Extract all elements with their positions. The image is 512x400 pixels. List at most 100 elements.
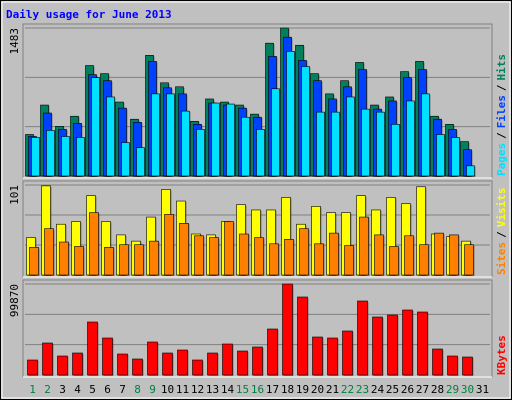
legend-entry: Files xyxy=(495,95,508,128)
bar xyxy=(42,342,53,376)
x-tick-label: 5 xyxy=(89,383,96,396)
bar xyxy=(421,93,430,177)
bar xyxy=(194,235,204,276)
bar xyxy=(402,309,413,376)
y-tick-label: 99870 xyxy=(8,284,21,317)
x-tick-label: 21 xyxy=(326,383,339,396)
bar xyxy=(387,314,398,376)
bar xyxy=(72,352,83,376)
x-tick-label: 20 xyxy=(311,383,324,396)
x-tick-label: 13 xyxy=(206,383,219,396)
bar xyxy=(207,352,218,376)
bar xyxy=(299,228,309,276)
bar xyxy=(331,111,340,177)
bar xyxy=(417,311,428,376)
bar xyxy=(344,245,354,276)
bar xyxy=(449,234,459,276)
bar xyxy=(196,129,205,177)
y-tick-label: 101 xyxy=(8,185,21,205)
bar xyxy=(466,165,475,177)
bar xyxy=(432,348,443,376)
bar xyxy=(267,328,278,376)
bar xyxy=(316,111,325,177)
x-tick-label: 8 xyxy=(134,383,141,396)
x-tick-label: 24 xyxy=(371,383,385,396)
x-tick-label: 14 xyxy=(221,383,235,396)
bar xyxy=(419,244,429,276)
x-tick-label: 4 xyxy=(74,383,81,396)
bar xyxy=(361,108,370,177)
x-tick-label: 15 xyxy=(236,383,249,396)
x-tick-label: 27 xyxy=(416,383,429,396)
bar xyxy=(342,330,353,376)
bar xyxy=(269,243,279,276)
bar xyxy=(376,111,385,177)
x-tick-label: 17 xyxy=(266,383,279,396)
bar xyxy=(179,223,189,276)
bar xyxy=(224,221,234,276)
bar xyxy=(434,232,444,276)
bar xyxy=(284,239,294,276)
bar xyxy=(239,233,249,276)
legend-entry: Hits xyxy=(495,54,508,81)
bar xyxy=(282,283,293,376)
bar xyxy=(59,241,69,276)
x-tick-label: 30 xyxy=(461,383,474,396)
bar xyxy=(106,96,115,177)
x-tick-label: 28 xyxy=(431,383,444,396)
bar xyxy=(451,137,460,177)
bar xyxy=(151,93,160,177)
legend-entry: Sites xyxy=(495,242,508,275)
legend-entry: KBytes xyxy=(495,335,508,375)
bar xyxy=(162,352,173,376)
bar xyxy=(134,244,144,276)
chart-title: Daily usage for June 2013 xyxy=(6,8,172,21)
x-tick-label: 12 xyxy=(191,383,204,396)
legend-separator: / xyxy=(495,84,508,91)
x-tick-label: 25 xyxy=(386,383,399,396)
bar xyxy=(462,356,473,376)
bar xyxy=(44,228,54,276)
bar xyxy=(104,247,114,276)
bar xyxy=(192,359,203,376)
x-tick-label: 3 xyxy=(59,383,66,396)
bar xyxy=(391,124,400,177)
x-tick-label: 7 xyxy=(119,383,126,396)
x-tick-label: 29 xyxy=(446,383,459,396)
bar xyxy=(404,235,414,276)
bar xyxy=(119,244,129,276)
x-tick-label: 11 xyxy=(176,383,189,396)
bar xyxy=(121,142,130,177)
bar xyxy=(61,136,70,177)
bar xyxy=(89,212,99,276)
x-tick-label: 16 xyxy=(251,383,264,396)
bar xyxy=(346,96,355,177)
bar xyxy=(464,244,474,276)
bar xyxy=(117,353,128,376)
bar xyxy=(46,130,55,177)
bar xyxy=(271,88,280,177)
legend: KBytes xyxy=(495,335,508,375)
bar xyxy=(102,337,113,376)
bar xyxy=(147,341,158,376)
x-tick-label: 2 xyxy=(44,383,51,396)
bar xyxy=(329,232,339,276)
bar xyxy=(436,134,445,177)
bar xyxy=(222,343,233,376)
bar xyxy=(237,350,248,376)
x-tick-label: 18 xyxy=(281,383,294,396)
bar xyxy=(31,137,40,177)
bar xyxy=(164,214,174,276)
bar xyxy=(27,359,38,376)
bar xyxy=(389,246,399,276)
bar xyxy=(252,346,263,376)
x-tick-label: 10 xyxy=(161,383,174,396)
bar xyxy=(256,129,265,177)
x-tick-label: 19 xyxy=(296,383,309,396)
bar xyxy=(372,316,383,376)
bar xyxy=(327,337,338,376)
legend-entry: Visits xyxy=(495,188,508,228)
bar xyxy=(297,296,308,376)
bar xyxy=(74,246,84,276)
